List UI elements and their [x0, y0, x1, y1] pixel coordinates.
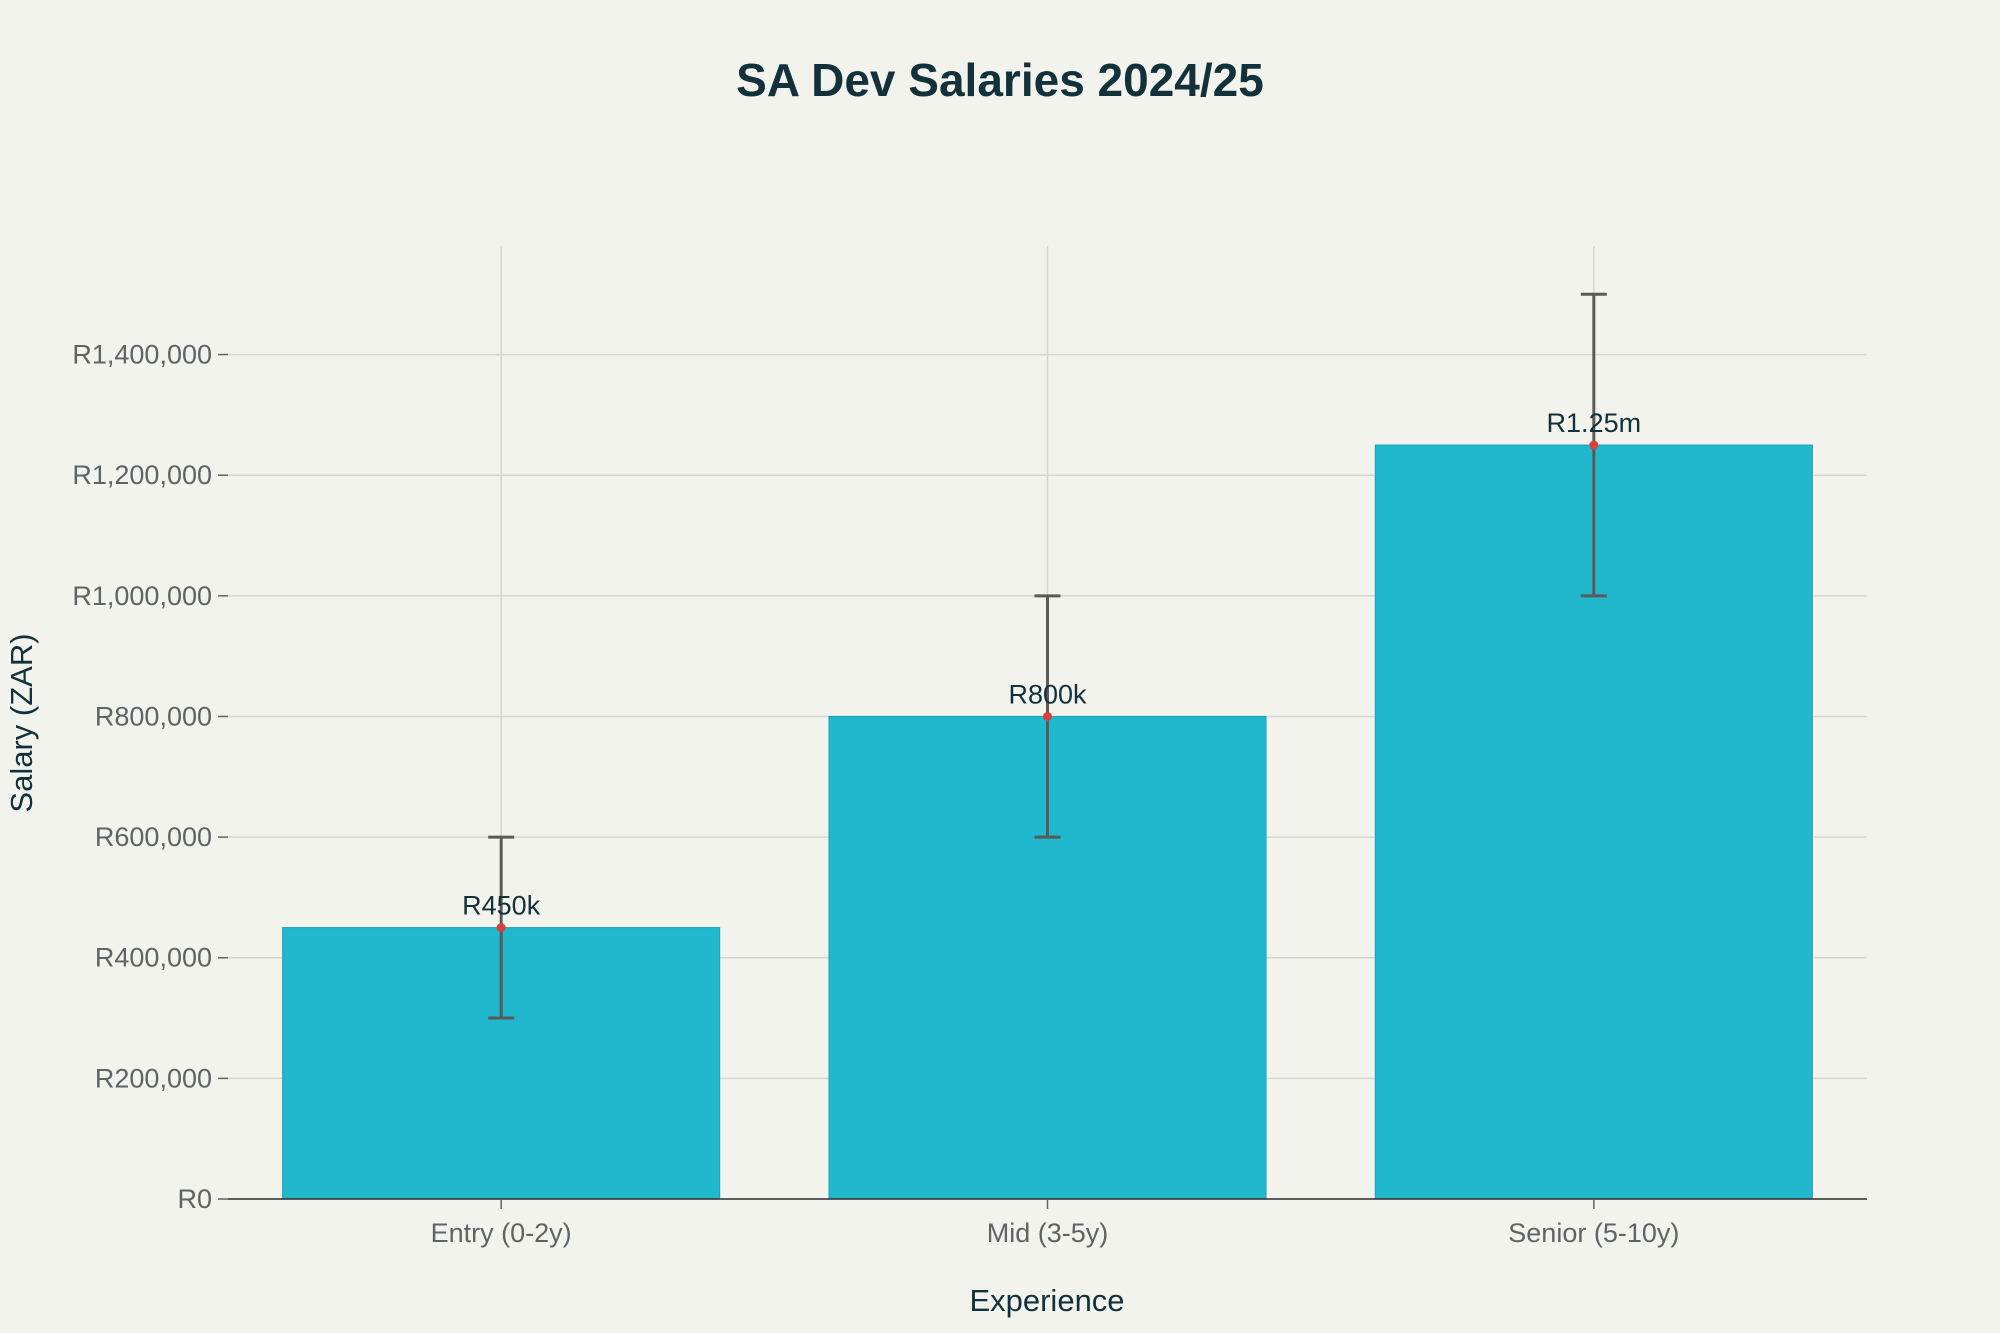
y-tick-label: R200,000: [95, 1063, 212, 1093]
y-axis-title: Salary (ZAR): [4, 633, 39, 812]
y-tick-label: R600,000: [95, 822, 212, 852]
data-label: R800k: [1008, 679, 1087, 709]
y-tick-label: R1,000,000: [72, 581, 212, 611]
bars: [282, 444, 1813, 1200]
x-axis-ticks: Entry (0-2y) Mid (3-5y) Senior (5-10y): [431, 1199, 1679, 1248]
x-axis-title: Experience: [969, 1283, 1124, 1318]
y-tick-label: R0: [177, 1184, 212, 1214]
data-label: R450k: [462, 891, 541, 921]
x-tick-label: Mid (3-5y): [987, 1218, 1109, 1248]
x-tick-label: Entry (0-2y): [431, 1218, 572, 1248]
y-tick-label: R1,200,000: [72, 460, 212, 490]
data-point-marker: [1589, 440, 1599, 450]
chart-title: SA Dev Salaries 2024/25: [736, 54, 1264, 106]
x-tick-label: Senior (5-10y): [1508, 1218, 1679, 1248]
data-labels: R450k R800k R1.25m: [462, 408, 1642, 933]
data-label: R1.25m: [1547, 408, 1642, 438]
data-point-marker: [1043, 711, 1052, 721]
y-tick-label: R400,000: [95, 943, 212, 973]
y-tick-label: R800,000: [95, 701, 212, 731]
y-axis-ticks: R0 R200,000 R400,000 R600,000 R800,000 R1,000…: [72, 340, 212, 1214]
y-tick-label: R1,400,000: [72, 340, 212, 370]
data-point-marker: [496, 923, 506, 933]
